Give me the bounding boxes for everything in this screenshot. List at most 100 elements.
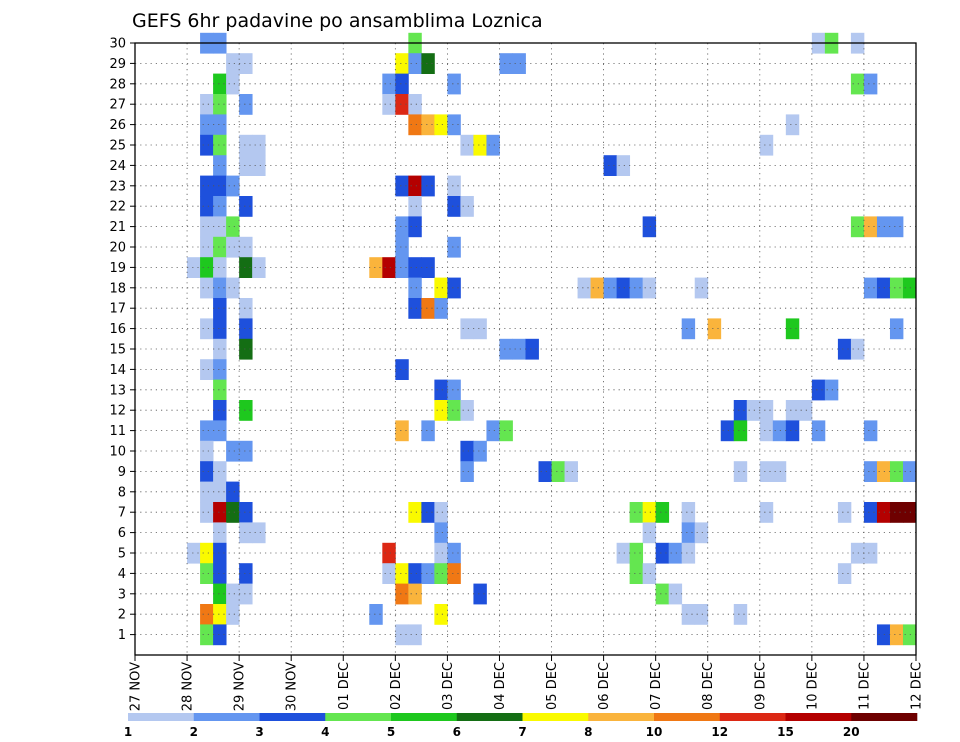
heatmap-cell — [434, 114, 448, 136]
heatmap-cell — [681, 542, 696, 564]
heatmap-cell — [200, 440, 214, 462]
heatmap-cell — [239, 318, 253, 340]
heatmap-cell — [226, 604, 240, 625]
heatmap-cell — [733, 400, 748, 421]
heatmap-cell — [226, 502, 240, 523]
heatmap-cell — [408, 624, 422, 646]
heatmap-cell — [642, 277, 657, 299]
heatmap-cell — [876, 461, 891, 482]
colorbar-label: 6 — [453, 725, 461, 739]
y-tick-label: 4 — [118, 567, 126, 582]
y-tick-label: 3 — [118, 587, 126, 602]
heatmap-cell — [239, 400, 253, 421]
heatmap-cell — [187, 542, 201, 564]
x-tick-label: 12 DEC — [910, 662, 925, 710]
heatmap-cell — [200, 196, 214, 217]
heatmap-cell — [200, 236, 214, 258]
heatmap-cell — [213, 502, 227, 523]
heatmap-cell — [213, 175, 227, 197]
heatmap-cell — [421, 420, 435, 442]
heatmap-cell — [447, 400, 461, 421]
y-tick-label: 26 — [109, 118, 126, 133]
x-tick-label: 27 NOV — [129, 662, 144, 711]
heatmap-cell — [408, 257, 422, 278]
heatmap-cell — [213, 359, 227, 380]
y-tick-label: 24 — [109, 159, 126, 174]
heatmap-cell — [447, 236, 461, 258]
heatmap-cell — [460, 461, 474, 482]
heatmap-cell — [863, 542, 878, 564]
heatmap-cell — [382, 563, 396, 584]
heatmap-cell — [889, 624, 904, 646]
heatmap-cell — [395, 359, 409, 380]
heatmap-cell — [876, 502, 891, 523]
heatmap-cell — [239, 298, 253, 319]
heatmap-cell — [213, 379, 227, 401]
heatmap-cell — [447, 73, 461, 95]
heatmap-cell — [369, 257, 383, 278]
colorbar-label: 12 — [711, 725, 728, 739]
heatmap-cell — [226, 277, 240, 299]
heatmap-cell — [239, 53, 253, 74]
heatmap-cell — [408, 196, 422, 217]
heatmap-cell — [785, 420, 800, 442]
heatmap-cell — [434, 563, 448, 584]
heatmap-cell — [187, 257, 201, 278]
y-tick-label: 16 — [109, 322, 126, 337]
colorbar-label: 1 — [124, 725, 132, 739]
heatmap-cell — [213, 481, 227, 503]
heatmap-cell — [889, 216, 904, 238]
colorbar-label: 5 — [387, 725, 395, 739]
heatmap-cell — [395, 175, 409, 197]
heatmap-cell — [603, 155, 618, 176]
x-tick-label: 01 DEC — [337, 662, 352, 710]
heatmap-cell — [395, 624, 409, 646]
heatmap-cell — [200, 502, 214, 523]
heatmap-cell — [421, 563, 435, 584]
heatmap-cell — [902, 624, 917, 646]
heatmap-cell — [239, 94, 253, 115]
heatmap-cell — [421, 114, 435, 136]
y-tick-label: 13 — [109, 383, 126, 398]
heatmap-cell — [772, 461, 787, 482]
heatmap-cell — [616, 277, 631, 299]
colorbar-label: 10 — [646, 725, 663, 739]
y-tick-label: 14 — [109, 363, 126, 378]
heatmap-cell — [759, 420, 774, 442]
heatmap-cell — [226, 236, 240, 258]
heatmap-cell — [733, 420, 748, 442]
x-tick-label: 03 DEC — [441, 662, 456, 710]
heatmap-cell — [408, 502, 422, 523]
heatmap-cell — [408, 563, 422, 584]
heatmap-cell — [889, 318, 904, 340]
heatmap-cell — [863, 216, 878, 238]
y-tick-label: 30 — [109, 37, 126, 52]
heatmap-cell — [759, 461, 774, 482]
heatmap-cell — [850, 338, 865, 360]
heatmap-cell — [213, 134, 227, 156]
x-axis-ticks: 27 NOV 28 NOV 29 NOV 30 NOV 01 DEC 02 DEC 03 D… — [129, 655, 925, 711]
heatmap-cell — [889, 461, 904, 482]
heatmap-cell — [642, 522, 657, 544]
heatmap-cell — [200, 604, 214, 625]
heatmap-cell — [616, 155, 631, 176]
heatmap-cell — [863, 502, 878, 523]
y-tick-label: 9 — [118, 465, 126, 480]
x-tick-label: 09 DEC — [753, 662, 768, 710]
heatmap-cell — [681, 522, 696, 544]
heatmap-cell — [655, 542, 670, 564]
heatmap-cell — [551, 461, 565, 482]
heatmap-cell — [629, 502, 644, 523]
heatmap-cell — [902, 502, 917, 523]
heatmap-cell — [395, 216, 409, 238]
x-tick-label: 08 DEC — [701, 662, 716, 710]
heatmap-cell — [733, 461, 748, 482]
heatmap-cell — [434, 604, 448, 625]
heatmap-cell — [395, 236, 409, 258]
heatmap-cell — [629, 563, 644, 584]
heatmap-cell — [889, 277, 904, 299]
y-tick-label: 23 — [109, 179, 126, 194]
heatmap-cell — [434, 400, 448, 421]
heatmap-cell — [850, 73, 865, 95]
colorbar-label: 8 — [584, 725, 592, 739]
